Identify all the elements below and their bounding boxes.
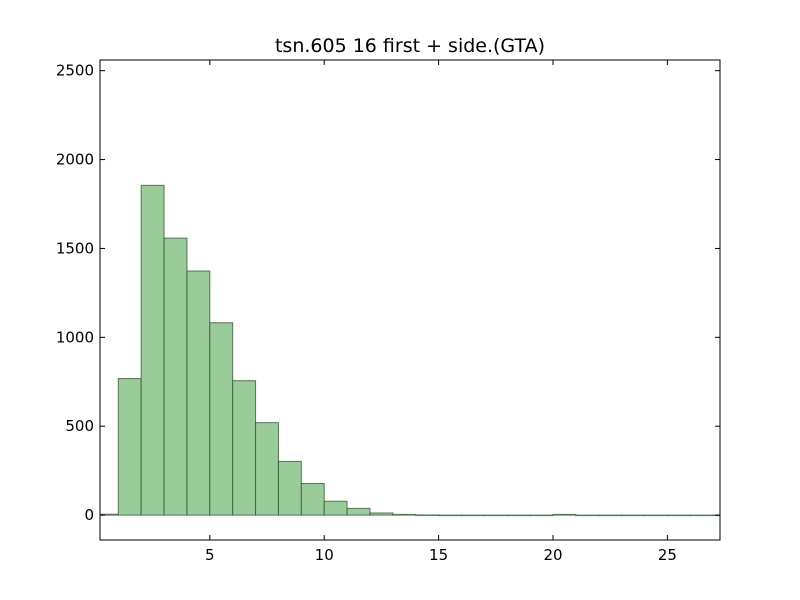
x-tick-label: 10 [315,546,334,564]
histogram-bar [300,482,325,516]
x-tick-label: 25 [658,546,677,564]
x-tick-label: 5 [205,546,215,564]
histogram-bars [100,184,720,517]
y-tick-label: 2500 [56,62,94,80]
histogram-bar [117,378,142,516]
histogram-bar [277,460,302,516]
histogram-bar [186,270,211,516]
histogram-bar [392,513,417,516]
x-tick-label: 15 [429,546,448,564]
histogram-bar [369,512,394,516]
histogram-bar [100,513,119,516]
histogram-bar [255,422,279,516]
x-tick-label: 20 [543,546,562,564]
histogram-bar [415,514,440,516]
histogram-bar [232,380,257,516]
histogram-bar [506,514,531,517]
histogram-bar [346,507,371,516]
histogram-bar [460,514,485,517]
plot-frame [99,59,721,541]
axis-ticks [100,60,720,540]
histogram-bar [666,514,691,517]
y-tick-label: 1500 [56,239,94,257]
y-tick-label: 1000 [56,328,94,346]
histogram-bar [209,322,234,516]
axis-tick-labels: 5 10 15 20 25 0 500 1000 1500 2000 2500 [56,62,677,564]
histogram-bar [529,514,554,517]
histogram-bar [575,514,600,517]
histogram-bar [552,513,577,516]
histogram-bar [689,514,714,517]
histogram-bar [140,184,165,516]
y-tick-label: 2000 [56,151,94,169]
y-tick-label: 0 [84,506,94,524]
histogram-bar [323,500,348,516]
histogram-bar [438,514,462,517]
chart-title: tsn.605 16 first + side.(GTA) [275,35,545,57]
histogram-bar [163,237,188,516]
y-tick-label: 500 [65,417,94,435]
histogram-bar [598,514,623,517]
histogram-bar [621,514,646,517]
histogram-bar [644,514,668,517]
histogram-bar [483,514,508,517]
